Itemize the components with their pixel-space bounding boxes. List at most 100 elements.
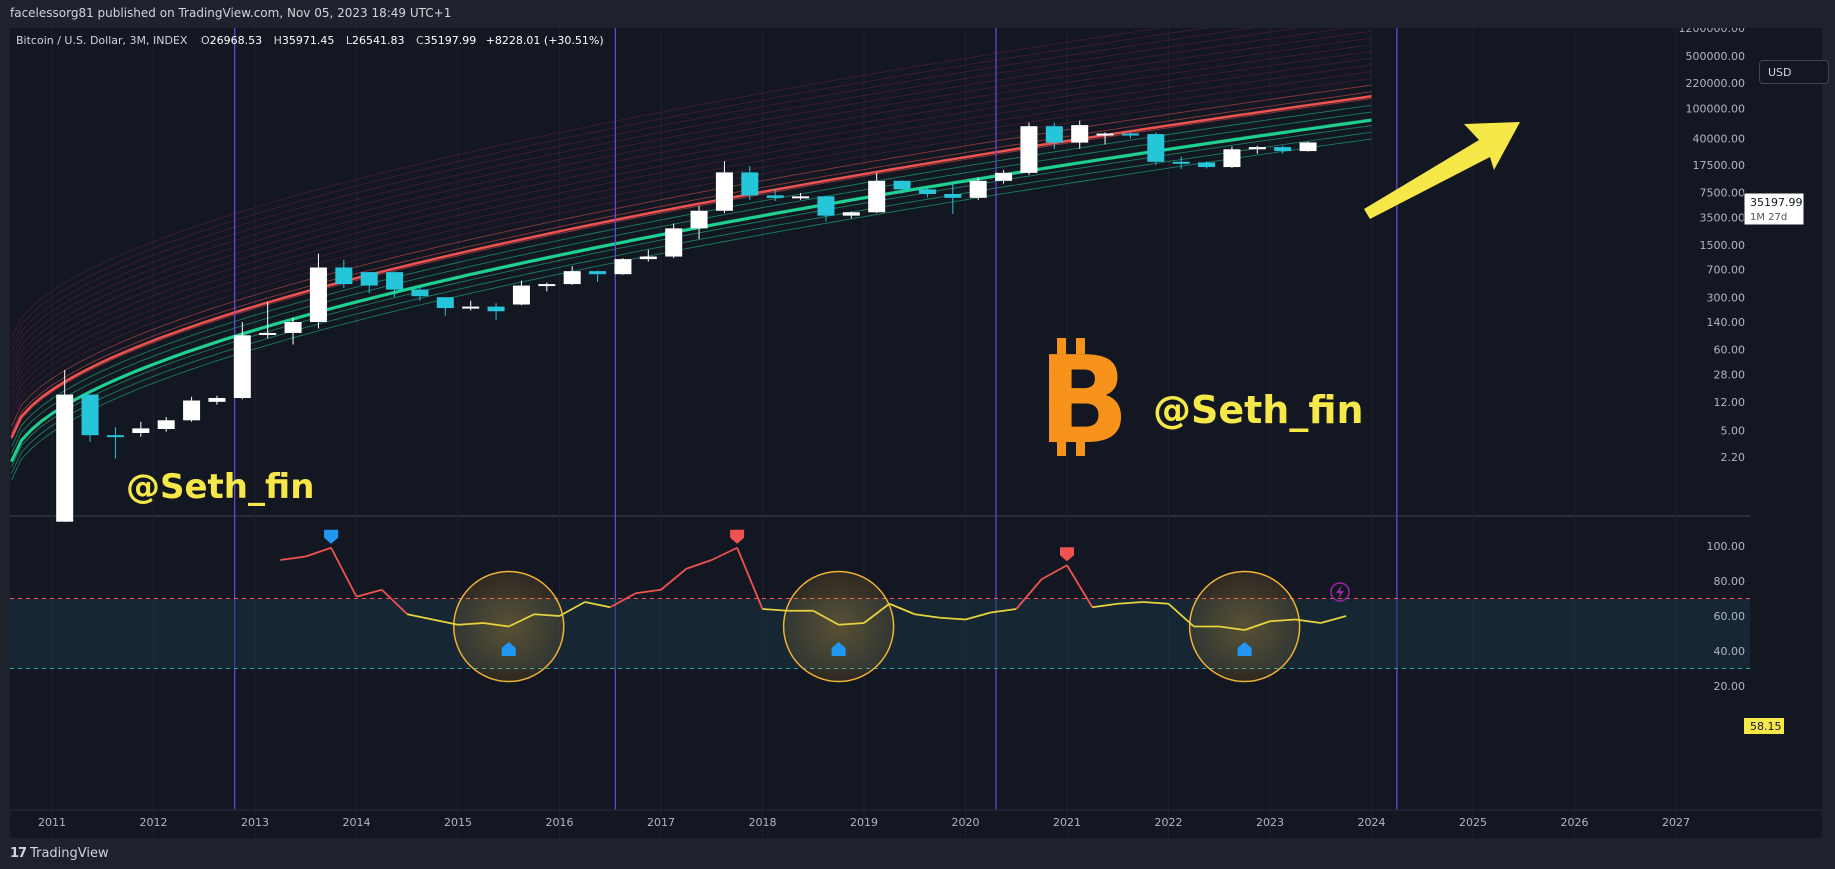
y-axis-tick-label: 220000.00	[1686, 77, 1746, 90]
y-axis-tick-label: 500000.00	[1686, 50, 1746, 63]
tradingview-brand[interactable]: 17 TradingView	[10, 846, 109, 861]
ohlc-legend: Bitcoin / U.S. Dollar, 3M, INDEX O26968.…	[16, 34, 604, 47]
x-axis-tick-label: 2012	[140, 816, 168, 829]
rsi-line-segment	[381, 589, 408, 615]
candle-body	[1299, 142, 1317, 152]
lightning-icon[interactable]	[1330, 582, 1350, 602]
x-axis-tick-label: 2011	[38, 816, 66, 829]
currency-button[interactable]: USD	[1759, 60, 1829, 84]
chart-panel[interactable]: 2.20 5.00 12.00 28.00 60.00 140.00 300.00 700.0…	[10, 28, 1829, 838]
candle-body	[1274, 147, 1292, 152]
rsi-line-segment	[305, 546, 332, 558]
rsi-line-segment	[1219, 625, 1245, 631]
rsi-value-label: 58.15	[1744, 718, 1784, 734]
candle-body	[208, 398, 226, 402]
rsi-line-segment	[889, 602, 916, 616]
close-value: 35197.99	[423, 34, 477, 47]
last-price-value: 35197.99	[1750, 196, 1803, 209]
candle-body	[462, 306, 480, 309]
x-axis-tick-label: 2014	[343, 816, 371, 829]
bottom-bar: 17 TradingView	[0, 838, 1835, 869]
rsi-line-segment	[1167, 603, 1195, 628]
rsi-line-segment	[1041, 564, 1068, 581]
y-axis-tick-label: 28.00	[1714, 368, 1746, 381]
candle-body	[1147, 134, 1165, 162]
rsi-axis-tick-label: 40.00	[1714, 645, 1746, 658]
rainbow-band-line	[10, 98, 1372, 441]
y-axis-tick-label: 1500.00	[1700, 239, 1746, 252]
rainbow-bands	[10, 28, 1372, 481]
symbol-label: Bitcoin / U.S. Dollar, 3M, INDEX	[16, 34, 188, 47]
rainbow-band-line	[10, 30, 1372, 373]
x-axis-tick-label: 2018	[749, 816, 777, 829]
rainbow-band-line	[10, 84, 1372, 427]
candle-body	[589, 271, 607, 275]
y-axis-tick-label: 1200000.00	[1679, 28, 1745, 35]
low-label: L	[345, 34, 353, 47]
close-label: C	[416, 34, 424, 47]
rainbow-band-line	[10, 28, 1350, 367]
candle-body	[132, 428, 150, 433]
candle-body	[183, 400, 201, 421]
rsi-line-segment	[863, 603, 890, 624]
x-axis-tick-label: 2020	[952, 816, 980, 829]
rainbow-band-line	[10, 28, 1164, 340]
y-axis-tick-label: 17500.00	[1693, 159, 1746, 172]
last-price-countdown: 1M 27d	[1750, 212, 1787, 223]
candle-body	[868, 180, 886, 213]
candle-body	[766, 195, 784, 198]
candle-body	[157, 420, 175, 430]
candle-body	[436, 297, 454, 309]
rsi-line-segment	[1092, 602, 1118, 609]
rsi-line-segment	[990, 608, 1017, 614]
candle-body	[309, 267, 327, 323]
rsi-line-segment	[1143, 601, 1169, 605]
rsi-axis-tick-label: 60.00	[1714, 610, 1746, 623]
candle-body	[360, 272, 378, 286]
candle-body	[512, 285, 530, 305]
published-info: facelessorg81 published on TradingView.c…	[10, 6, 452, 20]
rsi-line-segment	[660, 568, 687, 591]
rsi-line-segment	[1015, 578, 1043, 610]
rainbow-band-line	[10, 91, 1372, 434]
rainbow-band-line	[10, 28, 1209, 346]
rsi-highlight-circle	[1188, 570, 1301, 683]
candle-body	[1020, 126, 1038, 173]
rsi-line-segment	[635, 588, 662, 595]
rsi-line-segment	[457, 622, 484, 626]
rsi-line-segment	[1244, 620, 1271, 631]
candle-body	[969, 180, 987, 198]
y-axis-tick-label: 100000.00	[1686, 103, 1746, 116]
rsi-line-segment	[609, 592, 637, 609]
cycle-dividers	[234, 28, 1398, 810]
x-axis-tick-label: 2021	[1053, 816, 1081, 829]
open-value: 26968.53	[209, 34, 263, 47]
rsi-line-segment	[1295, 618, 1321, 624]
rsi-value-text: 58.15	[1750, 720, 1782, 733]
change-value: +8228.01 (+30.51%)	[485, 34, 604, 47]
x-axis-tick-label: 2015	[444, 816, 472, 829]
rainbow-band-line	[10, 44, 1372, 387]
candle-body	[995, 172, 1013, 181]
candle-body	[284, 322, 302, 333]
y-axis-tick-label: 5.00	[1721, 424, 1746, 437]
y-axis-tick-label: 60.00	[1714, 344, 1746, 357]
rsi-highlight-circle	[782, 570, 895, 683]
rainbow-band-line	[10, 57, 1372, 400]
rsi-line-segment	[534, 613, 560, 617]
watermark-top: @Seth_fin	[1153, 388, 1364, 432]
rainbow-red-main	[10, 95, 1372, 439]
rsi-line-segment	[965, 611, 992, 621]
candles	[56, 120, 1317, 522]
candle-body	[792, 196, 810, 199]
rsi-line-segment	[940, 616, 966, 621]
rainbow-band-line	[10, 50, 1372, 393]
rsi-line-segment	[1320, 615, 1347, 624]
tradingview-logo-icon: 17	[10, 846, 27, 861]
chart-canvas[interactable]: 2.20 5.00 12.00 28.00 60.00 140.00 300.00 700.0…	[10, 28, 1822, 838]
y-axis-tick-label: 2.20	[1721, 451, 1746, 464]
axes: 2.20 5.00 12.00 28.00 60.00 140.00 300.00 700.0…	[10, 28, 1822, 829]
candle-body	[56, 394, 74, 522]
x-axis-tick-label: 2027	[1662, 816, 1690, 829]
rsi-line-segment	[1269, 618, 1296, 623]
